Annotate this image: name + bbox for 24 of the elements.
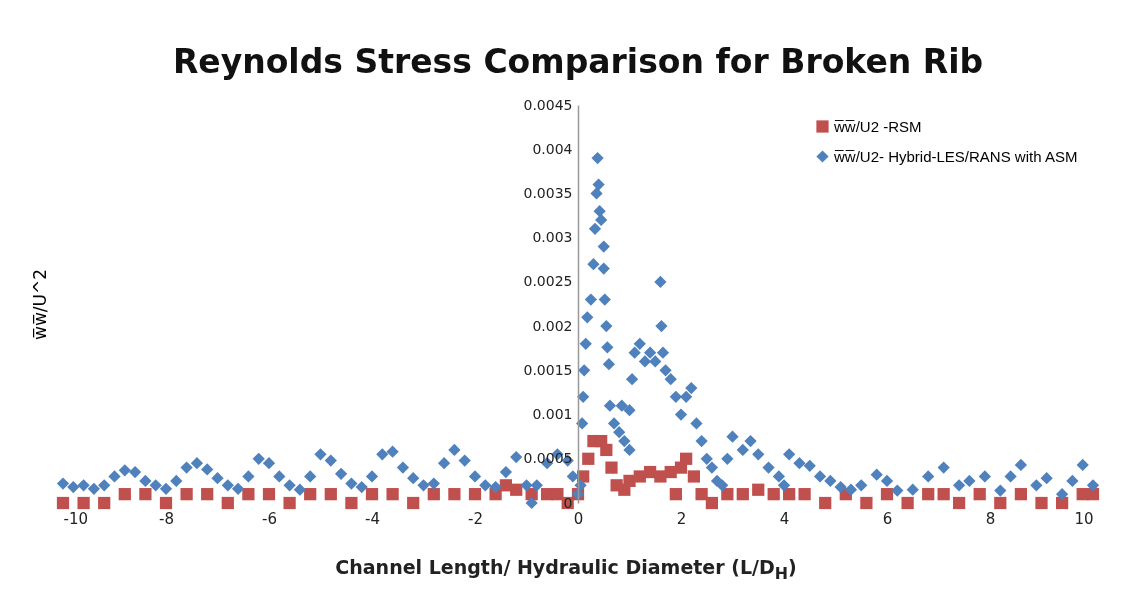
y-tick-label: 0.001: [532, 406, 573, 423]
chart-title: Reynolds Stress Comparison for Broken Rib: [172, 42, 984, 81]
x-tick-label: 10: [1074, 509, 1094, 528]
x-tick-label: 4: [779, 509, 790, 528]
y-tick-label: 0.004: [532, 140, 573, 157]
x-tick-label: -8: [159, 509, 174, 528]
y-tick-label: 0.0025: [523, 273, 573, 290]
x-axis-title: Channel Length/ Hydraulic Diameter (L/D$_{H}$): [334, 556, 798, 583]
legend-label: w̅w̅/U2- Hybrid-LES/RANS with ASM: [833, 147, 1078, 165]
y-tick-label: 0.0045: [523, 96, 573, 113]
y-tick-label: 0.003: [532, 229, 573, 246]
x-tick-label: 8: [985, 509, 996, 528]
y-tick-label: 0.0015: [523, 361, 573, 378]
x-tick-label: -6: [262, 509, 277, 528]
x-tick-label: 6: [882, 509, 893, 528]
y-tick-label: 0.0035: [523, 184, 573, 201]
y-axis-title: w̅w̅/U^2: [29, 268, 50, 341]
x-tick-label: -10: [63, 509, 88, 528]
x-tick-label: -2: [468, 509, 483, 528]
y-tick-label: 0: [563, 494, 573, 511]
legend-label: w̅w̅/U2 -RSM: [833, 117, 922, 135]
y-tick-label: 0.002: [532, 317, 573, 334]
x-tick-label: 2: [676, 509, 687, 528]
x-tick-label: -4: [365, 509, 380, 528]
